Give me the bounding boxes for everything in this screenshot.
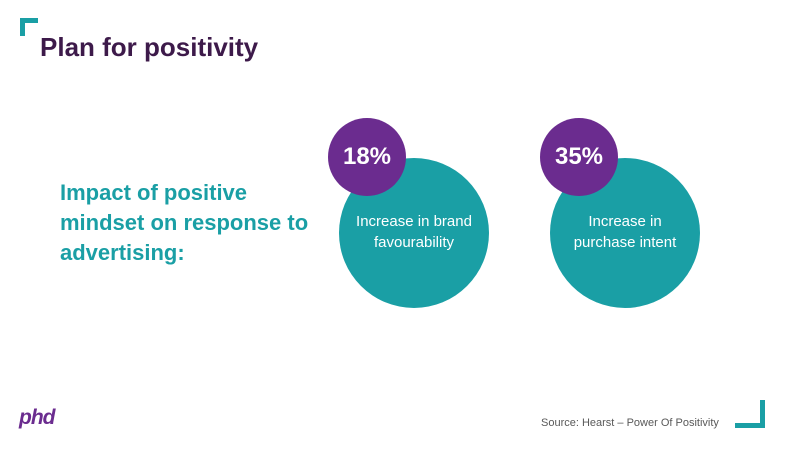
stat-circle-purchase-intent: Increase in purchase intent [550,158,700,308]
stat-label: Increase in brand favourability [356,213,472,251]
slide-subtitle: Impact of positive mindset on response t… [60,180,309,265]
corner-bracket-bottom-right [735,400,765,428]
corner-bracket-top-left [20,18,38,36]
slide-title: Plan for positivity [40,32,259,62]
phd-logo: phd [19,406,55,429]
stat-value: 35% [554,143,604,170]
stat-badge-purchase-intent: 35% [540,118,618,196]
source-note: Source: Hearst – Power Of Positivity [541,417,719,429]
stat-value: 18% [342,143,392,170]
stat-badge-brand-favourability: 18% [328,118,406,196]
stat-label: Increase in purchase intent [573,213,677,251]
